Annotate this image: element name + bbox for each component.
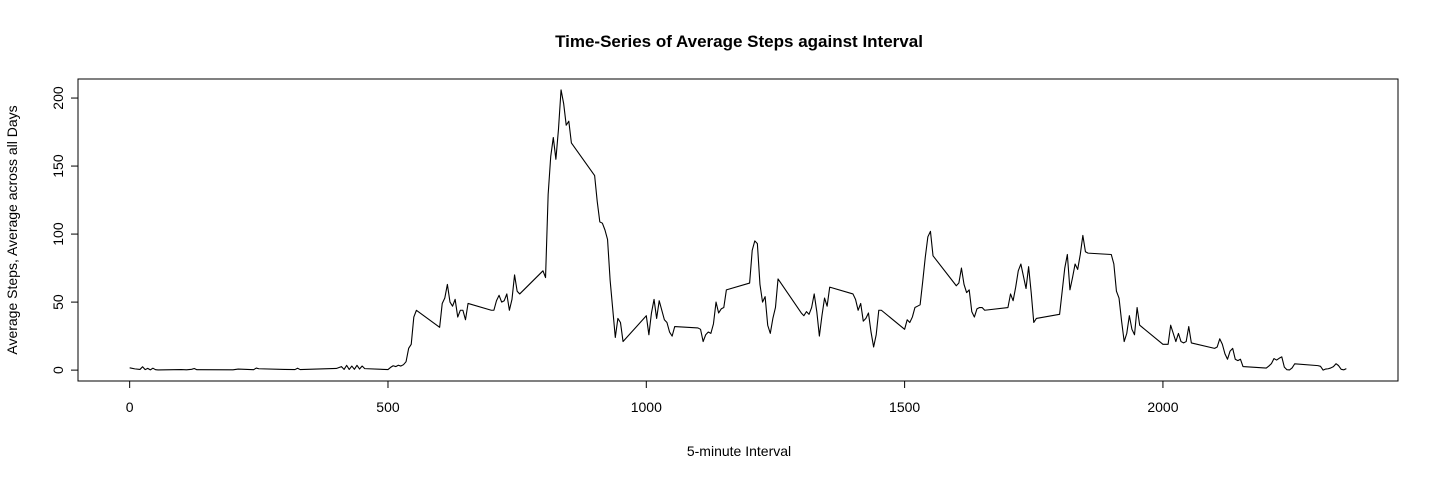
- y-tick-label: 150: [50, 154, 66, 178]
- y-axis-label: Average Steps, Average across all Days: [4, 105, 20, 354]
- y-axis: 0 50 100 150 200: [50, 86, 79, 374]
- x-tick-label: 500: [376, 399, 400, 415]
- x-tick-label: 1500: [889, 399, 920, 415]
- x-axis-label: 5-minute Interval: [687, 443, 791, 459]
- x-tick-label: 0: [126, 399, 134, 415]
- series-layer: [129, 89, 1347, 371]
- plot-border: [77, 78, 1399, 382]
- x-tick-label: 1000: [631, 399, 662, 415]
- y-tick-label: 100: [50, 222, 66, 246]
- y-tick-label: 0: [50, 366, 66, 374]
- chart-title: Time-Series of Average Steps against Int…: [555, 32, 923, 51]
- series-line: [129, 89, 1347, 371]
- x-axis: 0 500 1000 1500 2000: [126, 380, 1179, 415]
- y-tick-label: 50: [50, 294, 66, 310]
- x-tick-label: 2000: [1147, 399, 1178, 415]
- y-tick-label: 200: [50, 86, 66, 110]
